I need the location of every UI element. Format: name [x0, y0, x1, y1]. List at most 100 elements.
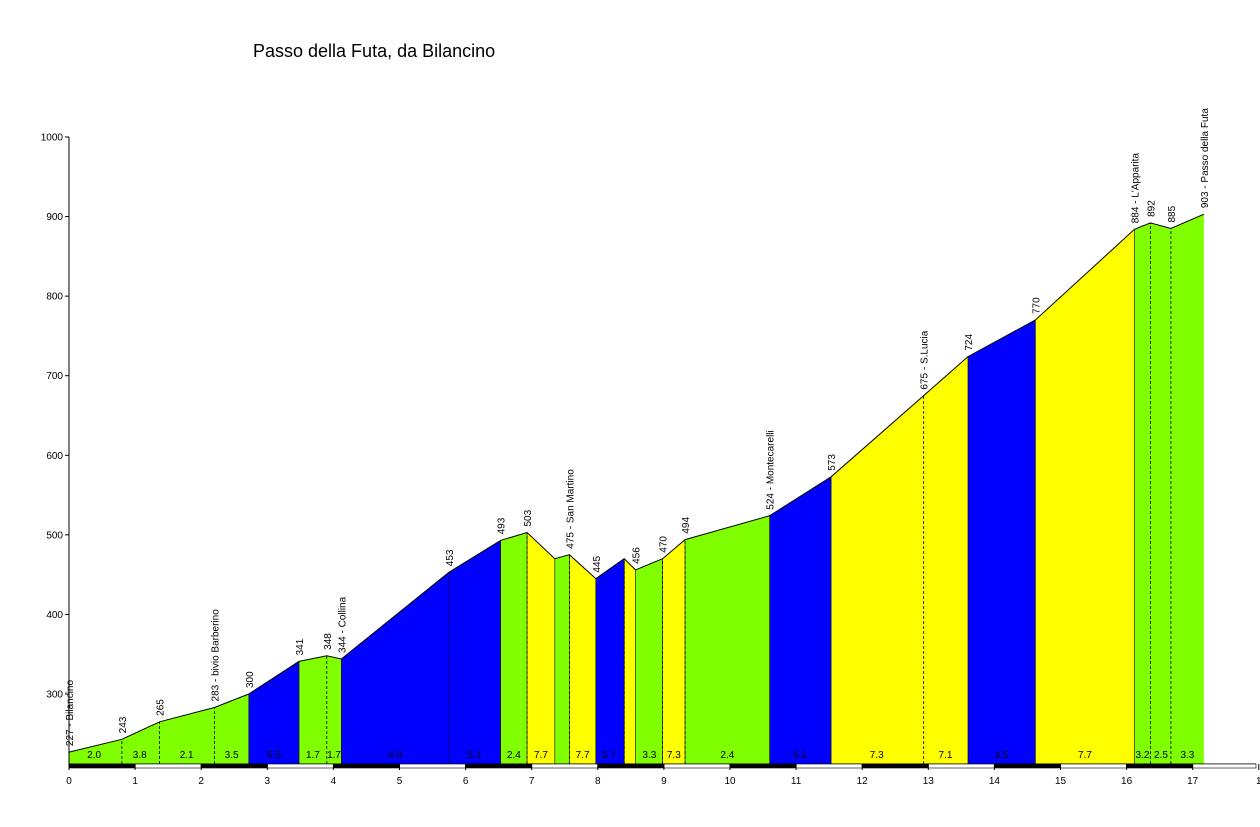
elevation-label: 675 - S.Lucia — [920, 330, 931, 389]
profile-outline — [68, 213, 1205, 753]
elevation-label: 344 - Collina — [337, 596, 348, 653]
segment-fill-blue — [248, 661, 299, 764]
elevation-label: 885 — [1167, 205, 1178, 222]
segment-fill-blue — [595, 558, 625, 764]
elevation-label: 493 — [497, 517, 508, 534]
grade-label: 4.5 — [995, 750, 1009, 761]
x-tick-label: 14 — [989, 776, 1001, 787]
x-tick-label: 8 — [595, 776, 601, 787]
km-scale-bar-segment — [1060, 763, 1127, 769]
grade-label: 3.3 — [1180, 750, 1194, 761]
grade-label: 2.4 — [720, 750, 734, 761]
elevation-label: 503 — [523, 509, 534, 526]
y-tick-label: 1000 — [41, 133, 64, 144]
chart-title: Passo della Futa, da Bilancino — [253, 41, 496, 61]
km-scale-bar-segment — [861, 763, 929, 769]
grade-label: 3.8 — [133, 750, 147, 761]
segment-fill-blue — [968, 320, 1036, 764]
x-tick-label: 17 — [1187, 776, 1199, 787]
y-tick-label: 600 — [46, 451, 63, 462]
grade-label: 5.2 — [793, 750, 807, 761]
grade-label: 2.0 — [87, 750, 101, 761]
grade-label: 2.5 — [1154, 750, 1168, 761]
elevation-label: 300 — [245, 671, 256, 688]
km-scale-bar-segment — [465, 763, 533, 769]
grade-label: 7.3 — [870, 750, 884, 761]
elevation-label: 341 — [295, 638, 306, 655]
grade-label: 2.1 — [180, 750, 194, 761]
grade-label: 6.8 — [389, 750, 403, 761]
segment-fill-blue — [769, 476, 832, 764]
segment-fill-green — [500, 532, 528, 764]
elevation-label: 456 — [631, 547, 642, 564]
y-tick-label: 400 — [46, 610, 63, 621]
grade-label: 5.7 — [602, 750, 616, 761]
elevation-label: 724 — [964, 334, 975, 351]
elevation-label: 903 - Passo della Futa — [1200, 108, 1211, 208]
segment-fill-yellow — [527, 532, 555, 764]
segment-fill-blue — [341, 540, 501, 764]
elevation-labels: 227 - Bilancino 243 265 283 - bivio Barberi… — [65, 108, 1211, 746]
x-tick-label: 10 — [724, 776, 736, 787]
x-tick-label: 13 — [923, 776, 935, 787]
km-scale-bar-segment — [729, 763, 797, 769]
y-tick-label: 500 — [46, 530, 63, 541]
x-tick-label: 15 — [1055, 776, 1067, 787]
x-tick-label: 1 — [1256, 776, 1260, 787]
elevation-label: 453 — [445, 549, 456, 566]
grade-label: 3.5 — [225, 750, 239, 761]
elevation-label: 770 — [1031, 297, 1042, 314]
x-tick-label: 11 — [791, 776, 802, 787]
x-tick-label: 1 — [132, 776, 138, 787]
grade-label: 7.3 — [667, 750, 681, 761]
segment-fill-green — [69, 694, 249, 764]
grade-label: 7.7 — [576, 750, 590, 761]
grade-label: 2.4 — [507, 750, 521, 761]
segment-fill-yellow — [1035, 229, 1135, 765]
y-tick-label: 900 — [46, 212, 63, 223]
grade-label: 7.7 — [534, 750, 548, 761]
km-scale-bar-segment — [663, 763, 731, 769]
x-tick-label: 2 — [198, 776, 204, 787]
elevation-label: 475 - San Martino — [565, 469, 576, 549]
grade-label: 1.7 — [306, 750, 320, 761]
grade-label: 3.3 — [642, 750, 656, 761]
x-tick-label: 12 — [857, 776, 869, 787]
grade-label: 7.1 — [939, 750, 953, 761]
elevation-label: 348 — [323, 633, 334, 650]
x-tick-label: 6 — [463, 776, 469, 787]
km-scale-bar-segment — [927, 763, 995, 769]
segment-fill-yellow — [662, 539, 686, 764]
segment-fill-green — [299, 655, 342, 764]
x-tick-label: 9 — [661, 776, 667, 787]
km-scale-bar-segment — [200, 763, 268, 769]
elevation-label: 227 - Bilancino — [65, 680, 76, 747]
grade-label: 5.1 — [468, 750, 482, 761]
x-tick-label: 3 — [265, 776, 271, 787]
km-dashed-markers — [121, 222, 1172, 764]
segment-fills — [69, 214, 1204, 765]
profile-line — [68, 213, 1205, 753]
km-scale-bar-segment — [266, 763, 334, 769]
grade-labels: 2.0 3.8 2.1 3.5 5.5 1.7 1.7 6.8 5.1 2.4 7.7 7.7 5.7 3… — [87, 750, 1195, 761]
grade-label: 1.7 — [327, 750, 341, 761]
elevation-label: 470 — [659, 536, 670, 553]
km-scale-bar-segment — [333, 763, 400, 769]
elevation-label: 265 — [156, 699, 167, 716]
segment-fill-yellow — [831, 356, 968, 764]
km-scale-bar-segment — [399, 763, 466, 769]
x-tick-label: 4 — [331, 776, 337, 787]
segment-fill-green — [1134, 214, 1204, 764]
km-scale-bar-segment — [134, 763, 202, 769]
segment-fill-green — [635, 558, 663, 764]
segment-fill-yellow — [624, 558, 636, 764]
elevation-label: 283 - bivio Barberino — [210, 609, 221, 702]
y-tick-label: 700 — [46, 371, 63, 382]
y-tick-label: 800 — [46, 292, 63, 303]
segment-fill-green — [554, 554, 570, 764]
km-scale-bar-segment — [531, 763, 599, 769]
elevation-label: 573 — [827, 454, 838, 471]
x-tick-label: 7 — [529, 776, 535, 787]
